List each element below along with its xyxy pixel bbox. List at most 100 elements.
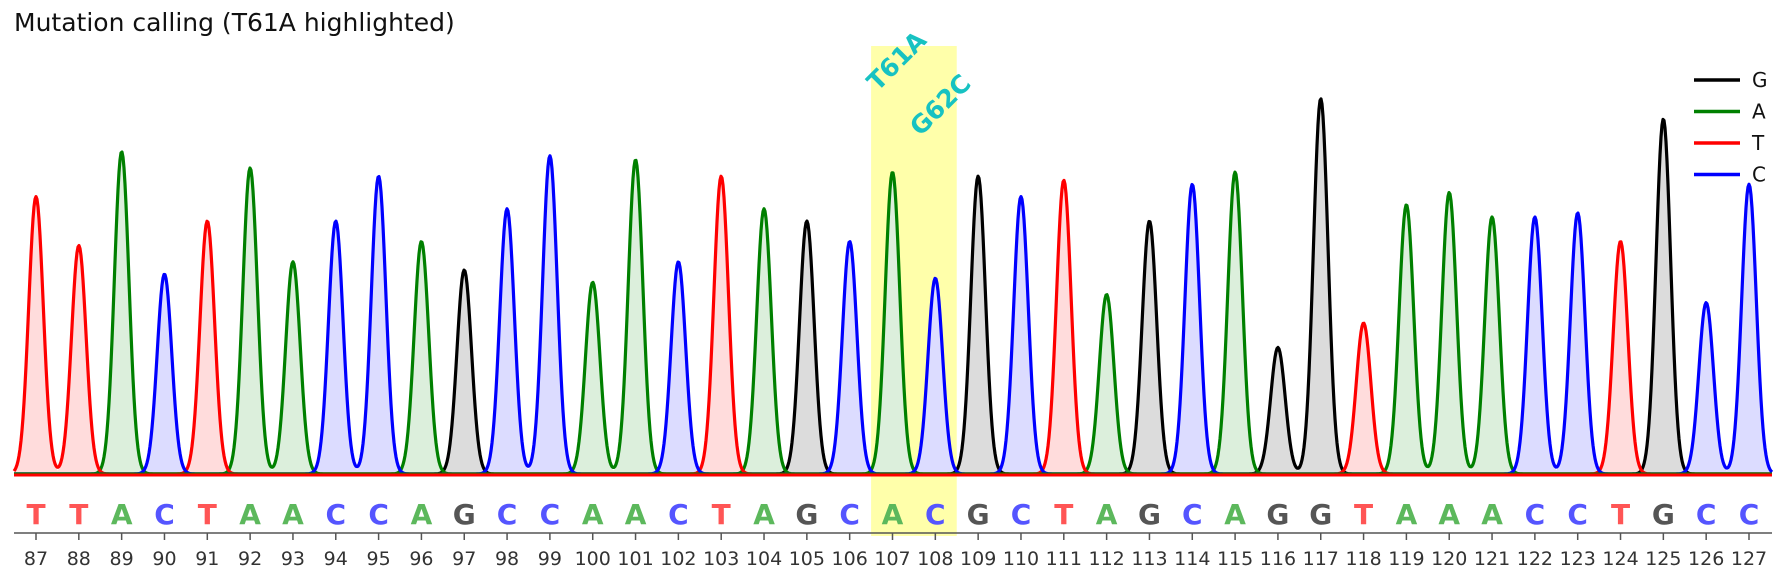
x-tick-label: 95 bbox=[367, 548, 391, 570]
base-call-letter: C bbox=[325, 498, 346, 531]
x-tick-label: 119 bbox=[1388, 548, 1424, 570]
base-call-letter: A bbox=[753, 498, 775, 531]
x-axis: 87 88 89 90 91 92 93 94 95 96 97 98 99 100 101 102 103 10… bbox=[14, 532, 1772, 570]
x-tick-label: 123 bbox=[1560, 548, 1596, 570]
x-tick-label: 102 bbox=[660, 548, 696, 570]
base-call-letter: A bbox=[882, 498, 904, 531]
x-tick-label: 108 bbox=[917, 548, 953, 570]
legend-label-A: A bbox=[1752, 100, 1766, 124]
peak-fill-C bbox=[485, 155, 572, 474]
x-tick-label: 109 bbox=[960, 548, 996, 570]
peak-fill-C bbox=[1513, 213, 1600, 474]
base-call-letter: C bbox=[1011, 498, 1032, 531]
trace-A bbox=[13, 150, 1773, 476]
x-tick-label: 98 bbox=[495, 548, 519, 570]
base-call-letter: A bbox=[1396, 498, 1418, 531]
base-call-letter: T bbox=[712, 498, 731, 531]
x-tick-label: 110 bbox=[1003, 548, 1039, 570]
base-call-letter: A bbox=[111, 498, 133, 531]
x-tick-label: 120 bbox=[1431, 548, 1467, 570]
x-tick-label: 100 bbox=[575, 548, 611, 570]
x-tick-label: 124 bbox=[1602, 548, 1638, 570]
peak-fill-C bbox=[314, 176, 401, 475]
base-call-letter: T bbox=[198, 498, 217, 531]
x-tick-label: 89 bbox=[110, 548, 134, 570]
x-tick-label: 92 bbox=[238, 548, 262, 570]
base-call-letter: C bbox=[1525, 498, 1546, 531]
x-tick-label: 94 bbox=[324, 548, 348, 570]
x-tick-label: 93 bbox=[281, 548, 305, 570]
base-call-letter: C bbox=[1696, 498, 1717, 531]
base-call-letter: T bbox=[26, 498, 45, 531]
base-call-letter: G bbox=[1266, 498, 1289, 531]
legend-label-C: C bbox=[1752, 163, 1766, 187]
x-tick-label: 88 bbox=[67, 548, 91, 570]
base-call-letter: A bbox=[411, 498, 433, 531]
base-call-letter: C bbox=[154, 498, 175, 531]
x-tick-label: 118 bbox=[1345, 548, 1381, 570]
x-tick-label: 107 bbox=[874, 548, 910, 570]
base-call-letter: A bbox=[1096, 498, 1118, 531]
x-tick-label: 103 bbox=[703, 548, 739, 570]
base-call-letter: A bbox=[239, 498, 261, 531]
base-call-letter: G bbox=[1652, 498, 1675, 531]
base-call-letter: C bbox=[1567, 498, 1588, 531]
x-tick-label: 99 bbox=[538, 548, 562, 570]
base-call-letter: A bbox=[1481, 498, 1503, 531]
x-tick-label: 90 bbox=[152, 548, 176, 570]
peak-fill-A bbox=[571, 160, 657, 474]
base-call-letter: T bbox=[69, 498, 88, 531]
base-call-letter: G bbox=[1138, 498, 1161, 531]
x-tick-label: 126 bbox=[1688, 548, 1724, 570]
x-tick-label: 112 bbox=[1088, 548, 1124, 570]
base-call-letter: A bbox=[582, 498, 604, 531]
baseline-layer bbox=[14, 472, 1772, 477]
x-tick-label: 91 bbox=[195, 548, 219, 570]
peak-fill-G bbox=[1256, 98, 1343, 475]
legend-label-T: T bbox=[1751, 131, 1765, 155]
x-tick-label: 87 bbox=[24, 548, 48, 570]
x-tick-label: 106 bbox=[832, 548, 868, 570]
base-call-letter: T bbox=[1354, 498, 1373, 531]
chart-title: Mutation calling (T61A highlighted) bbox=[14, 8, 455, 37]
base-call-letter: C bbox=[1182, 498, 1203, 531]
base-call-letter: G bbox=[795, 498, 818, 531]
peak-fill-A bbox=[228, 168, 315, 474]
x-tick-label: 101 bbox=[617, 548, 653, 570]
x-tick-label: 96 bbox=[409, 548, 433, 570]
x-tick-label: 117 bbox=[1303, 548, 1339, 570]
base-call-letter: A bbox=[625, 498, 647, 531]
base-call-letter: A bbox=[282, 498, 304, 531]
base-call-letter: A bbox=[1224, 498, 1246, 531]
x-tick-label: 105 bbox=[789, 548, 825, 570]
x-tick-label: 113 bbox=[1131, 548, 1167, 570]
x-tick-label: 97 bbox=[452, 548, 476, 570]
base-call-letter: C bbox=[497, 498, 518, 531]
x-tick-label: 115 bbox=[1217, 548, 1253, 570]
base-call-letter: G bbox=[967, 498, 990, 531]
peak-fill-C bbox=[1684, 184, 1771, 474]
base-call-letter: C bbox=[668, 498, 689, 531]
x-tick-label: 104 bbox=[746, 548, 782, 570]
base-call-letter: T bbox=[1054, 498, 1073, 531]
x-tick-label: 121 bbox=[1474, 548, 1510, 570]
base-call-letter: C bbox=[368, 498, 389, 531]
x-tick-label: 114 bbox=[1174, 548, 1210, 570]
base-call-letter: C bbox=[1739, 498, 1760, 531]
x-tick-label: 116 bbox=[1260, 548, 1296, 570]
base-call-letter: C bbox=[540, 498, 561, 531]
base-call-letter: G bbox=[453, 498, 476, 531]
legend-label-G: G bbox=[1752, 68, 1768, 92]
base-call-letter: G bbox=[1309, 498, 1332, 531]
base-call-letter: A bbox=[1438, 498, 1460, 531]
base-call-letter: C bbox=[925, 498, 946, 531]
x-tick-label: 122 bbox=[1517, 548, 1553, 570]
base-call-letter: T bbox=[1611, 498, 1630, 531]
x-tick-label: 125 bbox=[1645, 548, 1681, 570]
peak-fill-T bbox=[14, 197, 101, 474]
base-call-letter: C bbox=[839, 498, 860, 531]
x-tick-label: 111 bbox=[1046, 548, 1082, 570]
